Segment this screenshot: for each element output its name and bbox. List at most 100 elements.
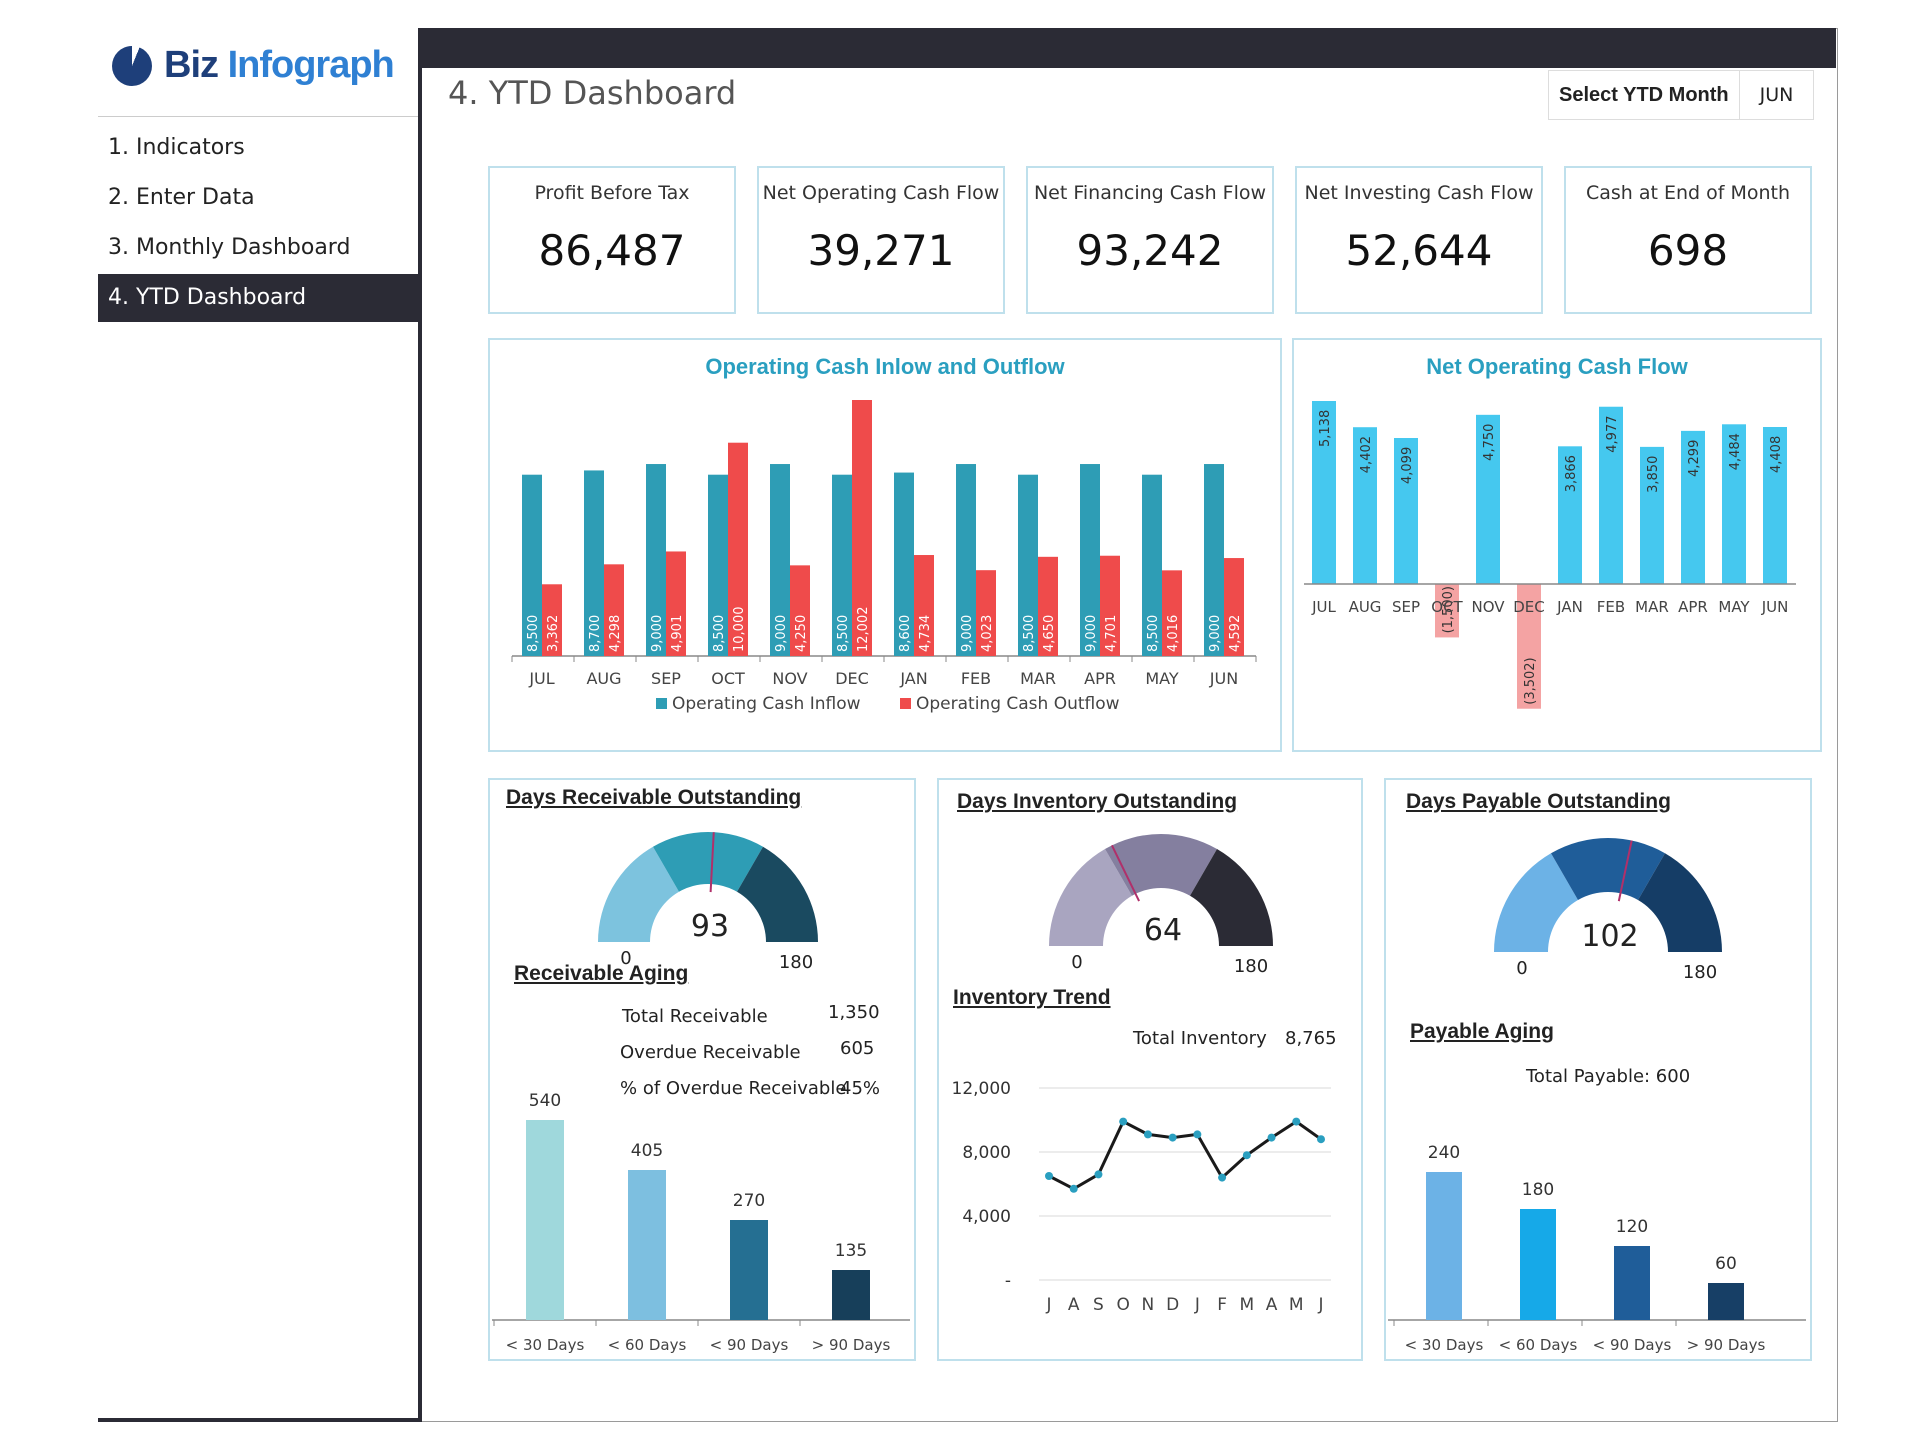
bar-data-label: 135 bbox=[835, 1241, 867, 1261]
bar-data-label: 270 bbox=[733, 1191, 765, 1211]
inventory-point bbox=[1317, 1135, 1325, 1144]
dpo-gauge: 102 0 180 bbox=[1494, 838, 1722, 983]
x-tick-label: A bbox=[1068, 1295, 1080, 1315]
bar-data-label: 4,734 bbox=[918, 615, 933, 652]
bar-data-label: 4,298 bbox=[608, 615, 623, 652]
sidebar-item-monthly-dashboard[interactable]: 3. Monthly Dashboard bbox=[108, 235, 351, 260]
x-tick-label: J bbox=[1045, 1295, 1051, 1315]
gauge-band-high bbox=[1190, 849, 1273, 946]
net-cash-bar bbox=[1599, 406, 1623, 584]
kpi-label: Net Investing Cash Flow bbox=[1304, 182, 1534, 204]
x-tick-label: JUN bbox=[1761, 598, 1789, 616]
bar-data-label: 4,701 bbox=[1104, 615, 1119, 652]
logo-biz: Biz bbox=[164, 44, 219, 86]
x-tick-label: M bbox=[1289, 1295, 1304, 1315]
bar-data-label: 8,500 bbox=[712, 615, 727, 652]
x-tick-label: MAY bbox=[1718, 598, 1750, 616]
x-tick-label: D bbox=[1166, 1295, 1179, 1315]
inflow-bar bbox=[1142, 474, 1162, 656]
sidebar-item-ytd-dashboard[interactable]: 4. YTD Dashboard bbox=[98, 274, 418, 322]
aging-bar bbox=[1708, 1283, 1744, 1320]
gauge-band-low bbox=[1049, 849, 1132, 946]
outflow-bar bbox=[1224, 558, 1244, 656]
x-tick-label: MAR bbox=[1020, 669, 1056, 688]
inflow-bar bbox=[956, 464, 976, 656]
bar-data-label: 8,500 bbox=[1022, 615, 1037, 652]
inventory-point bbox=[1119, 1117, 1128, 1126]
aging-bar bbox=[832, 1270, 870, 1320]
x-tick-label: FEB bbox=[1597, 598, 1625, 616]
gauge-needle bbox=[1617, 840, 1633, 902]
bar-data-label: 180 bbox=[1522, 1180, 1554, 1200]
kpi-label: Cash at End of Month bbox=[1585, 182, 1791, 204]
x-tick-label: < 60 Days bbox=[608, 1336, 687, 1354]
inflow-bar bbox=[832, 474, 852, 656]
x-tick-label: S bbox=[1093, 1295, 1104, 1315]
bar-data-label: 240 bbox=[1428, 1143, 1460, 1163]
top-bar bbox=[418, 28, 1836, 68]
bar-data-label: 9,000 bbox=[1084, 615, 1099, 652]
ytd-month-selector[interactable]: Select YTD Month JUN bbox=[1548, 70, 1815, 120]
kpi-card-cash-at-end-of-month: Cash at End of Month 698 bbox=[1564, 166, 1812, 314]
pie-logo-icon bbox=[112, 46, 152, 86]
overdue-receivable-label: Overdue Receivable bbox=[620, 1042, 801, 1063]
aging-bar bbox=[526, 1120, 564, 1320]
inflow-bar bbox=[522, 474, 542, 656]
gauge-needle bbox=[709, 832, 715, 893]
net-cash-bar bbox=[1722, 424, 1746, 584]
net-cash-bar bbox=[1558, 446, 1582, 584]
outflow-bar bbox=[666, 551, 686, 656]
ytd-month-label: Select YTD Month bbox=[1549, 71, 1740, 119]
gauge-band-low bbox=[1494, 853, 1578, 952]
logo-infograph: Infograph bbox=[227, 44, 395, 86]
net-cash-bar bbox=[1517, 584, 1541, 709]
x-tick-label: > 90 Days bbox=[1687, 1336, 1766, 1354]
net-cash-bar bbox=[1353, 427, 1377, 584]
dpo-title: Days Payable Outstanding bbox=[1406, 790, 1671, 813]
net-operating-panel: Net Operating Cash Flow 5,138 JUL 4,402 AUG… bbox=[1292, 338, 1822, 752]
gauge-band-high bbox=[1638, 853, 1722, 952]
x-tick-label: APR bbox=[1084, 669, 1116, 688]
bar-data-label: 9,000 bbox=[774, 615, 789, 652]
bar-data-label: 4,750 bbox=[1482, 424, 1497, 461]
y-tick-label: - bbox=[1005, 1271, 1011, 1291]
total-inventory-label: Total Inventory bbox=[1133, 1028, 1267, 1049]
kpi-label: Net Financing Cash Flow bbox=[1033, 182, 1267, 204]
x-tick-label: JUL bbox=[1311, 598, 1336, 616]
bar-data-label: (1,500) bbox=[1441, 586, 1456, 633]
dro-gauge: 93 0 180 bbox=[598, 832, 818, 973]
inventory-point bbox=[1292, 1117, 1301, 1126]
net-cash-bar bbox=[1681, 430, 1705, 584]
net-cash-bar bbox=[1394, 438, 1418, 584]
outflow-bar bbox=[976, 570, 996, 656]
inflow-bar bbox=[894, 472, 914, 656]
payable-aging-title: Payable Aging bbox=[1410, 1020, 1554, 1043]
bar-data-label: 9,000 bbox=[650, 615, 665, 652]
x-tick-label: JUN bbox=[1209, 669, 1238, 688]
gauge-max-label: 180 bbox=[1234, 956, 1268, 977]
gauge-min-label: 0 bbox=[1516, 958, 1527, 979]
bar-data-label: 4,484 bbox=[1728, 433, 1743, 470]
dio-title: Days Inventory Outstanding bbox=[957, 790, 1238, 813]
payable-aging-chart: 240 < 30 Days 180 < 60 Days 120 < 90 Days 60 > … bbox=[1388, 1143, 1806, 1354]
outflow-bar bbox=[542, 584, 562, 656]
bar-data-label: 4,592 bbox=[1228, 615, 1243, 652]
bar-data-label: 4,299 bbox=[1687, 440, 1702, 477]
total-receivable-label: Total Receivable bbox=[622, 1006, 768, 1027]
outflow-bar bbox=[1038, 556, 1058, 656]
bar-data-label: 8,600 bbox=[898, 615, 913, 652]
aging-bar bbox=[730, 1220, 768, 1320]
x-tick-label: J bbox=[1317, 1295, 1323, 1315]
gauge-value: 102 bbox=[1581, 919, 1638, 954]
x-tick-label: < 30 Days bbox=[506, 1336, 585, 1354]
x-tick-label: < 30 Days bbox=[1405, 1336, 1484, 1354]
bar-data-label: 4,402 bbox=[1359, 436, 1374, 473]
gauge-band-mid bbox=[653, 832, 763, 892]
sidebar-item-indicators[interactable]: 1. Indicators bbox=[108, 135, 245, 160]
inventory-point bbox=[1218, 1173, 1227, 1182]
sidebar-item-enter-data[interactable]: 2. Enter Data bbox=[108, 185, 255, 210]
bar-data-label: 4,408 bbox=[1769, 436, 1784, 473]
inventory-point bbox=[1193, 1130, 1202, 1139]
ytd-month-dropdown[interactable]: JUN bbox=[1759, 84, 1794, 106]
net-cash-bar bbox=[1312, 401, 1336, 584]
